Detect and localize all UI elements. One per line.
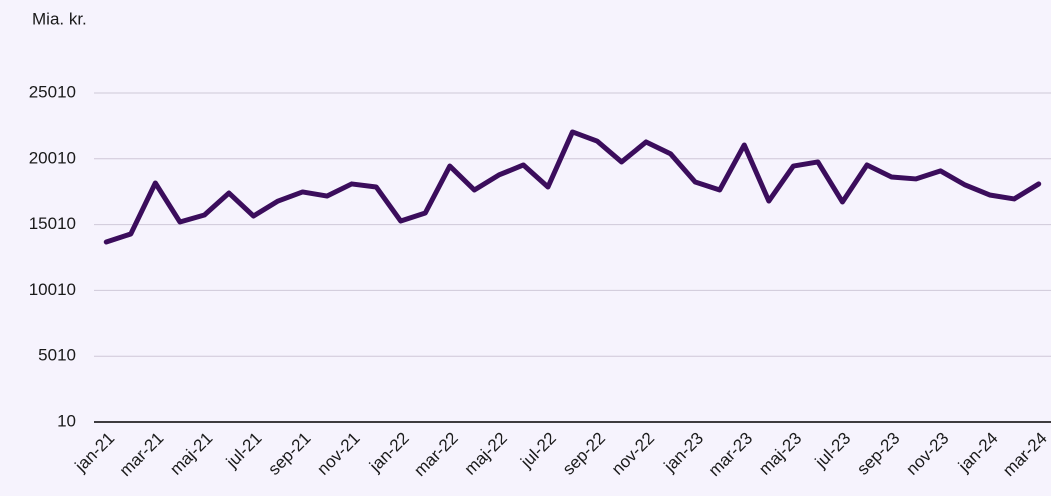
y-tick-label: 25010 bbox=[29, 82, 76, 101]
y-tick-label: 10 bbox=[57, 411, 76, 430]
line bbox=[103, 129, 1042, 245]
y-tick-label: 10010 bbox=[29, 280, 76, 299]
y-axis-label: Mia. kr. bbox=[32, 9, 87, 28]
y-tick-label: 15010 bbox=[29, 214, 76, 233]
y-tick-label: 20010 bbox=[29, 148, 76, 167]
y-tick-label: 5010 bbox=[38, 346, 76, 365]
